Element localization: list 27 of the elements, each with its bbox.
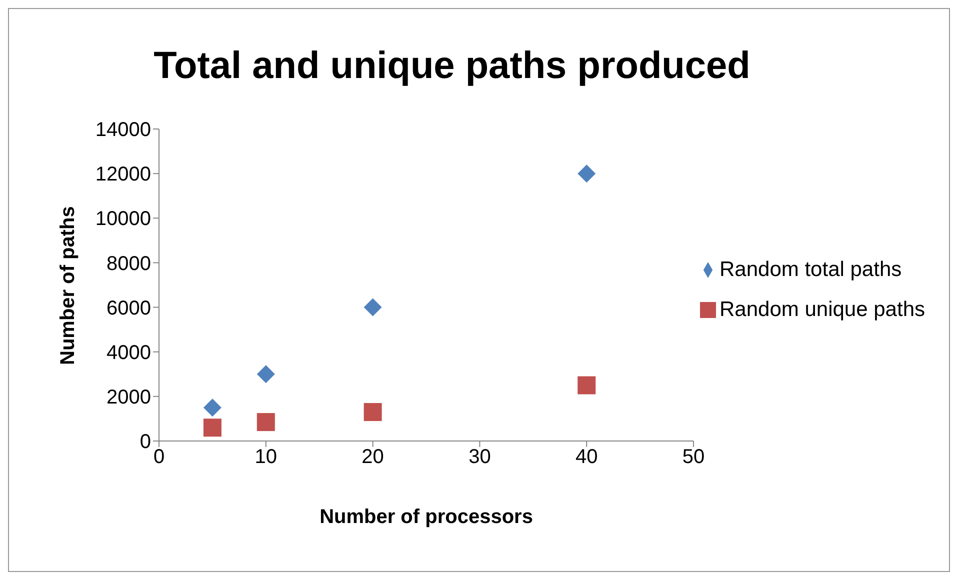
point — [203, 418, 222, 437]
point — [256, 413, 275, 432]
x-axis-title: Number of processors — [320, 506, 533, 528]
y-tick-label: 0 — [140, 431, 151, 454]
x-tick-label: 30 — [468, 446, 491, 468]
y-tick-label: 2000 — [106, 386, 151, 409]
legend-label: Random unique paths — [720, 298, 925, 321]
y-tick-label: 4000 — [106, 342, 151, 364]
y-tick-label: 12000 — [95, 164, 151, 186]
x-tick-label: 0 — [153, 446, 165, 468]
x-tick-label: 40 — [575, 446, 598, 468]
point — [256, 365, 275, 384]
point — [364, 403, 382, 422]
y-axis-title: Number of paths — [57, 206, 80, 365]
y-tick-label: 14000 — [95, 119, 151, 142]
point — [203, 398, 222, 417]
y-tick-label: 6000 — [106, 297, 151, 320]
legend-label: Random total paths — [720, 258, 902, 281]
x-tick-label: 10 — [254, 446, 278, 468]
y-tick-label: 10000 — [95, 208, 151, 230]
point — [364, 298, 382, 316]
chart-title: Total and unique paths produced — [152, 45, 752, 88]
x-tick-label: 50 — [682, 446, 705, 468]
x-tick-label: 20 — [362, 446, 384, 468]
y-tick-label: 8000 — [106, 252, 151, 275]
point — [578, 164, 596, 183]
point — [578, 376, 596, 394]
